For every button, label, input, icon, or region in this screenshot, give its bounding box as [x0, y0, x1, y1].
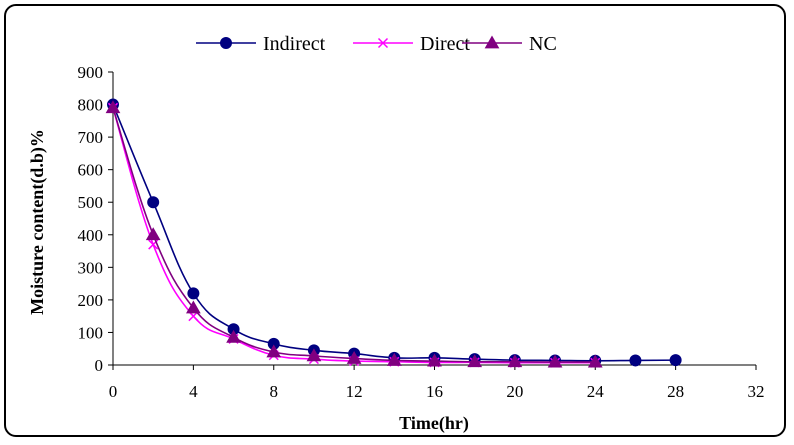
series-indirect	[107, 98, 682, 367]
y-tick-label: 500	[78, 193, 104, 212]
y-tick-label: 200	[78, 291, 104, 310]
series-line	[112, 107, 596, 363]
data-point-triangle	[547, 354, 563, 368]
legend-label: Indirect	[263, 33, 326, 55]
series-line	[112, 107, 596, 364]
data-point-x	[377, 37, 389, 49]
data-point-triangle	[427, 353, 442, 367]
x-tick-label: 4	[189, 382, 198, 401]
data-point-triangle	[226, 329, 241, 343]
legend-item-direct: Direct	[353, 33, 470, 55]
y-tick-label: 700	[78, 128, 104, 147]
series-nc	[105, 100, 603, 368]
data-point-triangle	[386, 352, 402, 366]
x-tick-label: 24	[587, 382, 605, 401]
x-tick-label: 32	[748, 382, 765, 401]
legend: Indirect Direct NC	[196, 33, 557, 55]
legend-item-indirect: Indirect	[196, 33, 326, 55]
data-point-circle	[669, 354, 682, 367]
data-point-circle	[147, 196, 160, 209]
y-tick-label: 600	[78, 161, 104, 180]
data-point-triangle	[145, 227, 161, 241]
x-tick-label: 20	[506, 382, 523, 401]
series-direct	[107, 102, 601, 368]
data-point-triangle	[346, 350, 362, 364]
x-tick-label: 0	[109, 382, 118, 401]
x-tick-label: 12	[346, 382, 363, 401]
y-tick-label: 800	[78, 96, 104, 115]
data-point-triangle	[467, 354, 483, 368]
data-point-triangle	[105, 100, 121, 114]
data-point-triangle	[484, 35, 500, 49]
x-tick-label: 28	[667, 382, 684, 401]
x-axis-title: Time(hr)	[399, 413, 469, 434]
y-tick-label: 100	[78, 323, 104, 342]
y-tick-label: 900	[78, 63, 104, 82]
data-point-circle	[187, 287, 200, 300]
legend-label: NC	[529, 33, 557, 55]
data-point-triangle	[266, 344, 282, 358]
tick-labels: 0 100 200 300 400 500 600 700 800 900 0 4 8 12 16 20 24 2…	[78, 63, 765, 401]
legend-label: Direct	[420, 33, 470, 55]
data-point-triangle	[186, 300, 201, 314]
y-tick-label: 0	[95, 356, 104, 375]
data-point-circle	[629, 354, 642, 367]
plot-area	[105, 98, 682, 368]
axes	[108, 71, 757, 370]
data-point-circle	[220, 37, 232, 49]
y-tick-label: 400	[78, 226, 104, 245]
data-point-triangle	[306, 348, 322, 362]
legend-item-nc: NC	[462, 33, 557, 55]
x-tick-label: 8	[270, 382, 279, 401]
data-point-triangle	[587, 354, 603, 368]
y-axis-title: Moisture content(d.b)%	[27, 129, 48, 315]
data-point-triangle	[507, 354, 523, 368]
y-tick-label: 300	[78, 258, 104, 277]
series-line	[112, 104, 676, 362]
x-tick-label: 16	[426, 382, 443, 401]
